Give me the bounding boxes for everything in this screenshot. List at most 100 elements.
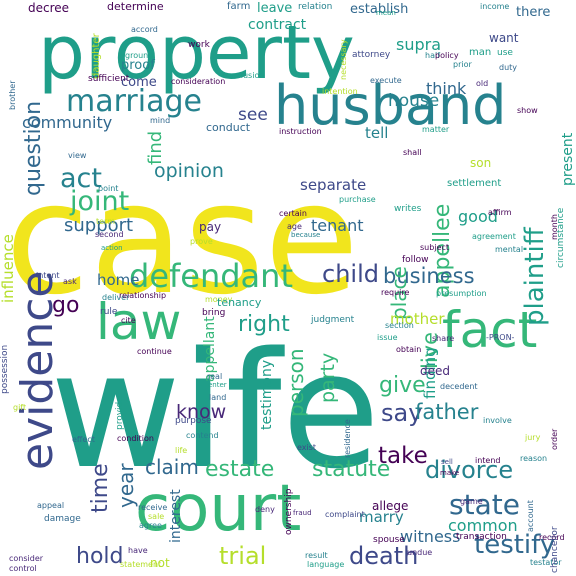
cloud-word-point: point [98, 183, 119, 193]
cloud-word-accord: accord [131, 24, 158, 34]
cloud-word-defendant: defendant [129, 257, 293, 296]
cloud-word-ask: ask [63, 276, 77, 286]
cloud-word-issue: issue [377, 332, 398, 342]
cloud-word-action: action [101, 243, 123, 252]
cloud-word-hold: hold [76, 543, 124, 569]
cloud-word-marry: marry [359, 508, 404, 527]
cloud-word-influence: influence [0, 234, 18, 303]
cloud-word-son: son [470, 155, 492, 170]
cloud-word-duty: duty [499, 62, 518, 72]
cloud-word-spouse: spouse [373, 534, 405, 545]
cloud-word-court: court [135, 472, 302, 547]
cloud-word-presumption: presumption [436, 288, 487, 298]
cloud-word-section: section [385, 320, 414, 330]
cloud-word-bring: bring [202, 307, 226, 318]
cloud-word-account: account [525, 500, 535, 532]
cloud-word-divorce: divorce [425, 456, 514, 485]
cloud-word-statute: statute [312, 456, 391, 482]
cloud-word-transaction: transaction [456, 531, 507, 542]
cloud-word-result: result [305, 550, 328, 560]
cloud-word-man: man [469, 47, 492, 59]
cloud-word-obtain: obtain [396, 344, 422, 354]
cloud-word-separate: separate [300, 176, 367, 195]
cloud-word-purpose: purpose [175, 415, 212, 426]
cloud-word-home: home [97, 271, 140, 290]
cloud-word-establish: establish [350, 1, 409, 17]
cloud-word-brother: brother [7, 80, 17, 110]
cloud-word-instruction: instruction [279, 126, 322, 136]
cloud-word-relationship: relationship [119, 290, 167, 300]
cloud-word-because: because [291, 230, 321, 239]
cloud-word-intend: intend [475, 455, 501, 465]
cloud-word-community: community [22, 112, 113, 132]
cloud-word-record: record [539, 532, 565, 542]
cloud-word-there: there [516, 4, 551, 20]
cloud-word-intent: intent [36, 270, 60, 280]
cloud-word-opinion: opinion [154, 160, 224, 183]
cloud-word-common: common [448, 515, 518, 535]
cloud-word-sale: sale [148, 511, 165, 521]
cloud-word-conclusion: conclusion [222, 70, 265, 80]
cloud-word-consider: consider [9, 553, 44, 563]
cloud-word-attorney: attorney [352, 49, 391, 60]
cloud-word-mean: mean [376, 8, 396, 17]
cloud-word-chancellor: chancellor [549, 526, 560, 573]
cloud-word-possession: possession [0, 344, 10, 394]
cloud-word-enter: enter [208, 380, 227, 389]
cloud-word-continue: continue [137, 346, 172, 356]
cloud-word-share: share [432, 333, 455, 343]
cloud-word-jury: jury [525, 432, 541, 442]
cloud-word-work: work [188, 39, 210, 50]
cloud-word-person: person [284, 348, 309, 417]
cloud-word-age: age [287, 221, 302, 231]
cloud-word-wife: wife [50, 317, 381, 505]
cloud-word-real: real [207, 371, 223, 381]
cloud-word-statement: statement [120, 559, 162, 569]
cloud-word-undue: undue [407, 547, 433, 557]
cloud-word-writes: writes [394, 203, 422, 214]
cloud-word-trial: trial [219, 542, 267, 571]
cloud-word-receive: receive [138, 502, 168, 512]
cloud-word-husband: husband [274, 73, 507, 137]
cloud-word-deliver: deliver [102, 292, 130, 302]
cloud-word-term: term [96, 216, 115, 226]
cloud-word-testify: testify [474, 529, 556, 560]
cloud-word-involve: involve [483, 415, 512, 425]
cloud-word-supra: supra [396, 34, 442, 54]
cloud-word-witness: witness [400, 526, 461, 546]
cloud-word-reason: reason [520, 453, 548, 463]
cloud-word-determine: determine [107, 0, 164, 14]
cloud-word-say: say [381, 399, 423, 428]
cloud-word-gift: gift [13, 402, 27, 412]
cloud-word-prove: prove [190, 236, 213, 246]
cloud-word-half: half [425, 50, 441, 60]
cloud-word-allege: allege [372, 498, 409, 513]
cloud-word-policy: policy [435, 50, 459, 60]
cloud-word-old: old [476, 78, 489, 88]
cloud-word-testator: testator [530, 557, 562, 567]
cloud-word-exist: exist [297, 442, 317, 452]
cloud-word-deed: deed [420, 363, 450, 378]
cloud-word-father: father [415, 399, 479, 424]
cloud-word-interest: interest [168, 489, 185, 543]
cloud-word-cite: cite [121, 315, 136, 325]
cloud-word-decree: decree [28, 0, 70, 15]
cloud-word-decedent: decedent [440, 381, 478, 391]
cloud-word-agreement: agreement [472, 231, 516, 241]
cloud-word-show: show [517, 105, 538, 115]
cloud-word-agree: agree [139, 520, 162, 530]
cloud-word-tenancy: tenancy [217, 296, 262, 310]
cloud-word-property: property [38, 10, 355, 97]
cloud-word-deny: deny [255, 504, 275, 514]
cloud-word-claim: claim [145, 455, 199, 480]
cloud-word-affirm: affirm [488, 207, 512, 217]
cloud-word-take: take [378, 443, 428, 470]
cloud-word-contract: contract [248, 17, 307, 34]
cloud-word-make: make [440, 468, 460, 477]
cloud-word-time: time [87, 463, 113, 513]
cloud-word-language: language [307, 559, 345, 569]
cloud-word-mind: mind [150, 115, 171, 125]
cloud-word-mental: mental [495, 244, 524, 254]
cloud-word-tell: tell [365, 124, 389, 143]
